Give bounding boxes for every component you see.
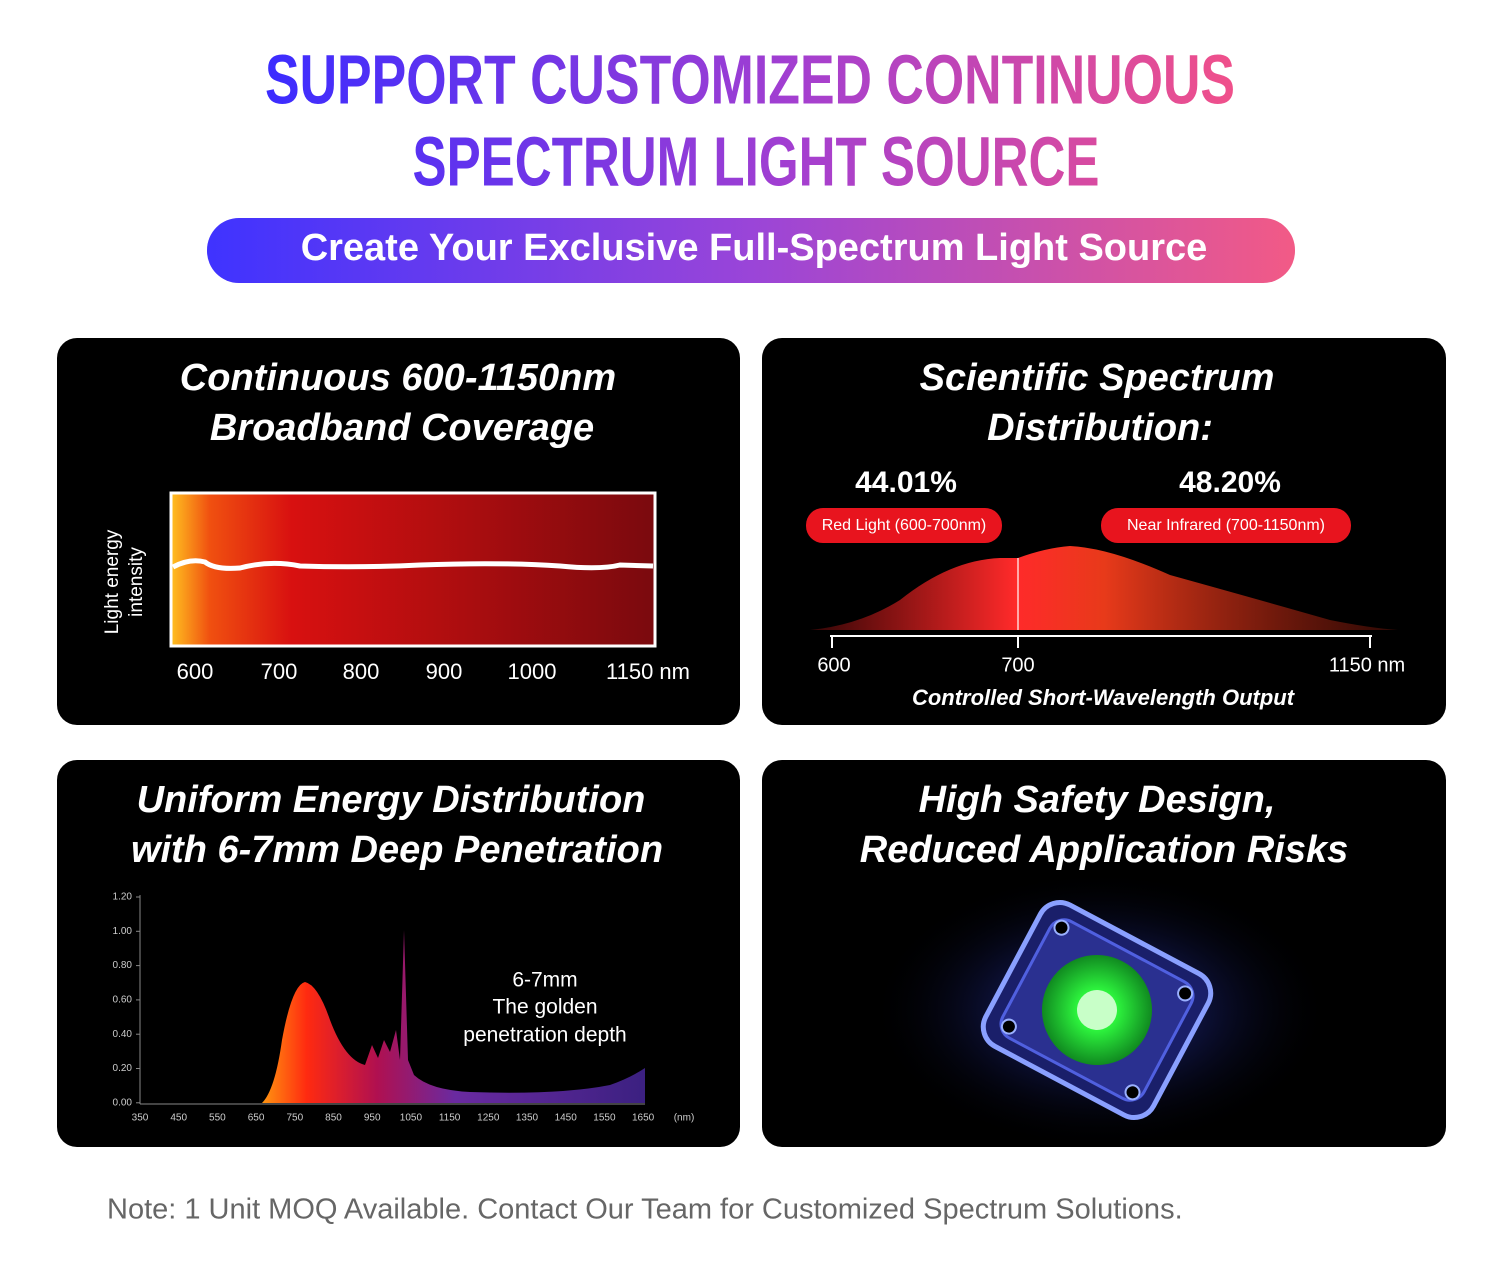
title-line: SUPPORT CUSTOMIZED CONTINUOUS — [265, 40, 1235, 118]
annotation: 6-7mm — [512, 969, 577, 992]
panel-title: Scientific Spectrum — [920, 357, 1275, 399]
banner — [207, 218, 1295, 283]
y-tick-label: 0.00 — [113, 1097, 133, 1108]
y-label: intensity — [126, 547, 147, 617]
x-tick-label: 1050 — [400, 1113, 423, 1124]
x-tick-label: 1150 — [439, 1113, 461, 1124]
x-tick-label: 600 — [817, 654, 850, 676]
panel-title: Broadband Coverage — [210, 407, 594, 449]
x-tick-label: 1250 — [477, 1113, 500, 1124]
x-tick-label: 650 — [248, 1113, 265, 1124]
annotation: The golden — [492, 996, 597, 1019]
x-tick-label: (nm) — [674, 1113, 695, 1124]
y-tick-label: 1.20 — [113, 892, 133, 903]
title-line: SPECTRUM LIGHT SOURCE — [413, 122, 1100, 200]
x-tick-label: 1450 — [555, 1113, 578, 1124]
x-tick-label: 350 — [132, 1113, 149, 1124]
x-tick-label: 1350 — [516, 1113, 539, 1124]
stat-pill — [1101, 508, 1351, 543]
stat-label: Red Light (600-700nm) — [822, 517, 987, 534]
x-tick-label: 1000 — [508, 659, 557, 684]
stat-pill — [806, 508, 1002, 543]
x-tick-label: 950 — [364, 1113, 381, 1124]
stat-value: 44.01% — [855, 466, 957, 499]
y-tick-label: 0.60 — [113, 995, 133, 1006]
y-label: Light energy — [102, 529, 123, 634]
banner-text: Create Your Exclusive Full-Spectrum Ligh… — [301, 227, 1208, 269]
panel-title: Uniform Energy Distribution — [137, 779, 646, 821]
spectrum-area — [262, 930, 645, 1103]
y-tick-label: 0.20 — [113, 1063, 133, 1074]
x-tick-label: 1550 — [593, 1113, 616, 1124]
x-tick-label: 700 — [261, 659, 298, 684]
x-tick-label: 450 — [170, 1113, 187, 1124]
panel-title: with 6-7mm Deep Penetration — [131, 829, 663, 871]
x-tick-label: 1150 nm — [606, 659, 690, 684]
caption: Controlled Short-Wavelength Output — [912, 685, 1296, 710]
panel-title: High Safety Design, — [919, 779, 1276, 821]
stat-value: 48.20% — [1179, 466, 1281, 499]
device-illustration — [870, 870, 1330, 1150]
panel-title: Distribution: — [987, 407, 1213, 449]
y-tick-label: 0.40 — [113, 1029, 133, 1040]
x-tick-label: 750 — [286, 1113, 303, 1124]
x-tick-label: 850 — [325, 1113, 342, 1124]
panel-title: Continuous 600-1150nm — [180, 357, 616, 399]
note: Note: 1 Unit MOQ Available. Contact Our … — [107, 1194, 1183, 1226]
annotation: penetration depth — [463, 1024, 626, 1047]
panel — [57, 760, 740, 1147]
distribution-area — [810, 546, 1398, 630]
x-tick-label: 1150 nm — [1329, 654, 1405, 676]
stat-label: Near Infrared (700-1150nm) — [1127, 517, 1325, 534]
x-tick-label: 700 — [1001, 654, 1034, 676]
x-tick-label: 550 — [209, 1113, 226, 1124]
y-tick-label: 1.00 — [113, 926, 133, 937]
x-tick-label: 900 — [426, 659, 463, 684]
x-tick-label: 800 — [343, 659, 380, 684]
x-tick-label: 600 — [177, 659, 214, 684]
x-tick-label: 1650 — [632, 1113, 655, 1124]
intensity-line — [171, 558, 654, 571]
y-tick-label: 0.80 — [113, 960, 133, 971]
panel-title: Reduced Application Risks — [860, 829, 1348, 871]
